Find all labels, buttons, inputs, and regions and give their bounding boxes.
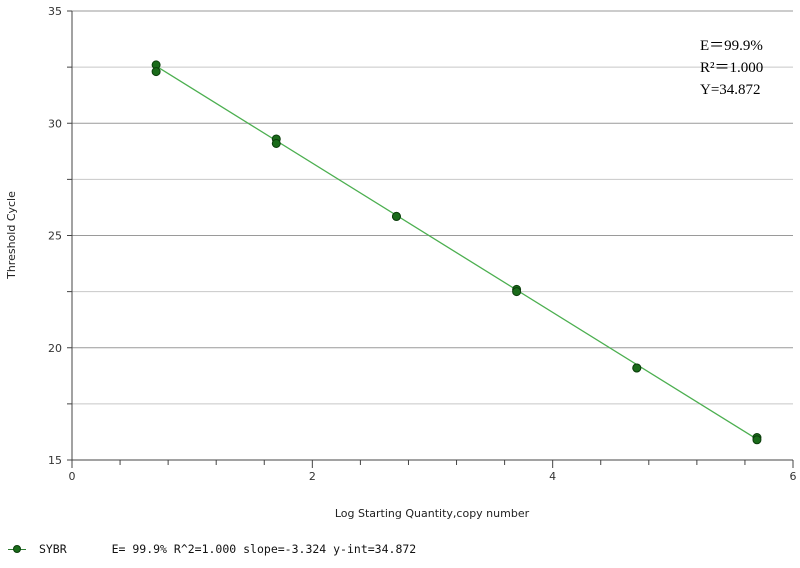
legend-series-name: SYBR xyxy=(38,541,67,556)
data-point xyxy=(752,435,762,445)
x-tick-label: 2 xyxy=(309,470,316,483)
fit-line-group xyxy=(155,65,758,440)
legend-series-marker-icon xyxy=(8,544,26,554)
annotation-y-intercept: Y=34.872 xyxy=(700,82,761,98)
y-tick-label: 25 xyxy=(48,230,62,243)
data-point xyxy=(271,138,281,148)
y-tick-label: 20 xyxy=(48,342,62,355)
grid-lines xyxy=(72,10,793,461)
y-tick-label: 35 xyxy=(48,5,62,18)
data-point xyxy=(632,363,642,373)
y-tick-label: 30 xyxy=(48,117,62,130)
annotation-efficiency: E＝99.9% xyxy=(700,38,763,54)
y-axis-label: Threshold Cycle xyxy=(5,191,18,280)
legend: SYBR E= 99.9% R^2=1.000 slope=-3.324 y-i… xyxy=(8,541,416,557)
annotation-r-squared: R²＝1.000 xyxy=(700,60,764,76)
tick-labels: 0 2 4 6 15 20 25 30 35 xyxy=(48,5,797,483)
tick-marks xyxy=(67,10,794,468)
x-tick-label: 4 xyxy=(549,470,556,483)
data-point xyxy=(512,287,522,297)
data-points xyxy=(151,60,762,445)
x-axis-label: Log Starting Quantity,copy number xyxy=(335,507,530,520)
x-tick-label: 0 xyxy=(69,470,76,483)
legend-stats: E= 99.9% R^2=1.000 slope=-3.324 y-int=34… xyxy=(111,541,417,556)
data-point xyxy=(391,211,401,221)
x-tick-label: 6 xyxy=(790,470,797,483)
data-point xyxy=(151,67,161,77)
y-tick-label: 15 xyxy=(48,454,62,467)
regression-line xyxy=(155,65,758,440)
